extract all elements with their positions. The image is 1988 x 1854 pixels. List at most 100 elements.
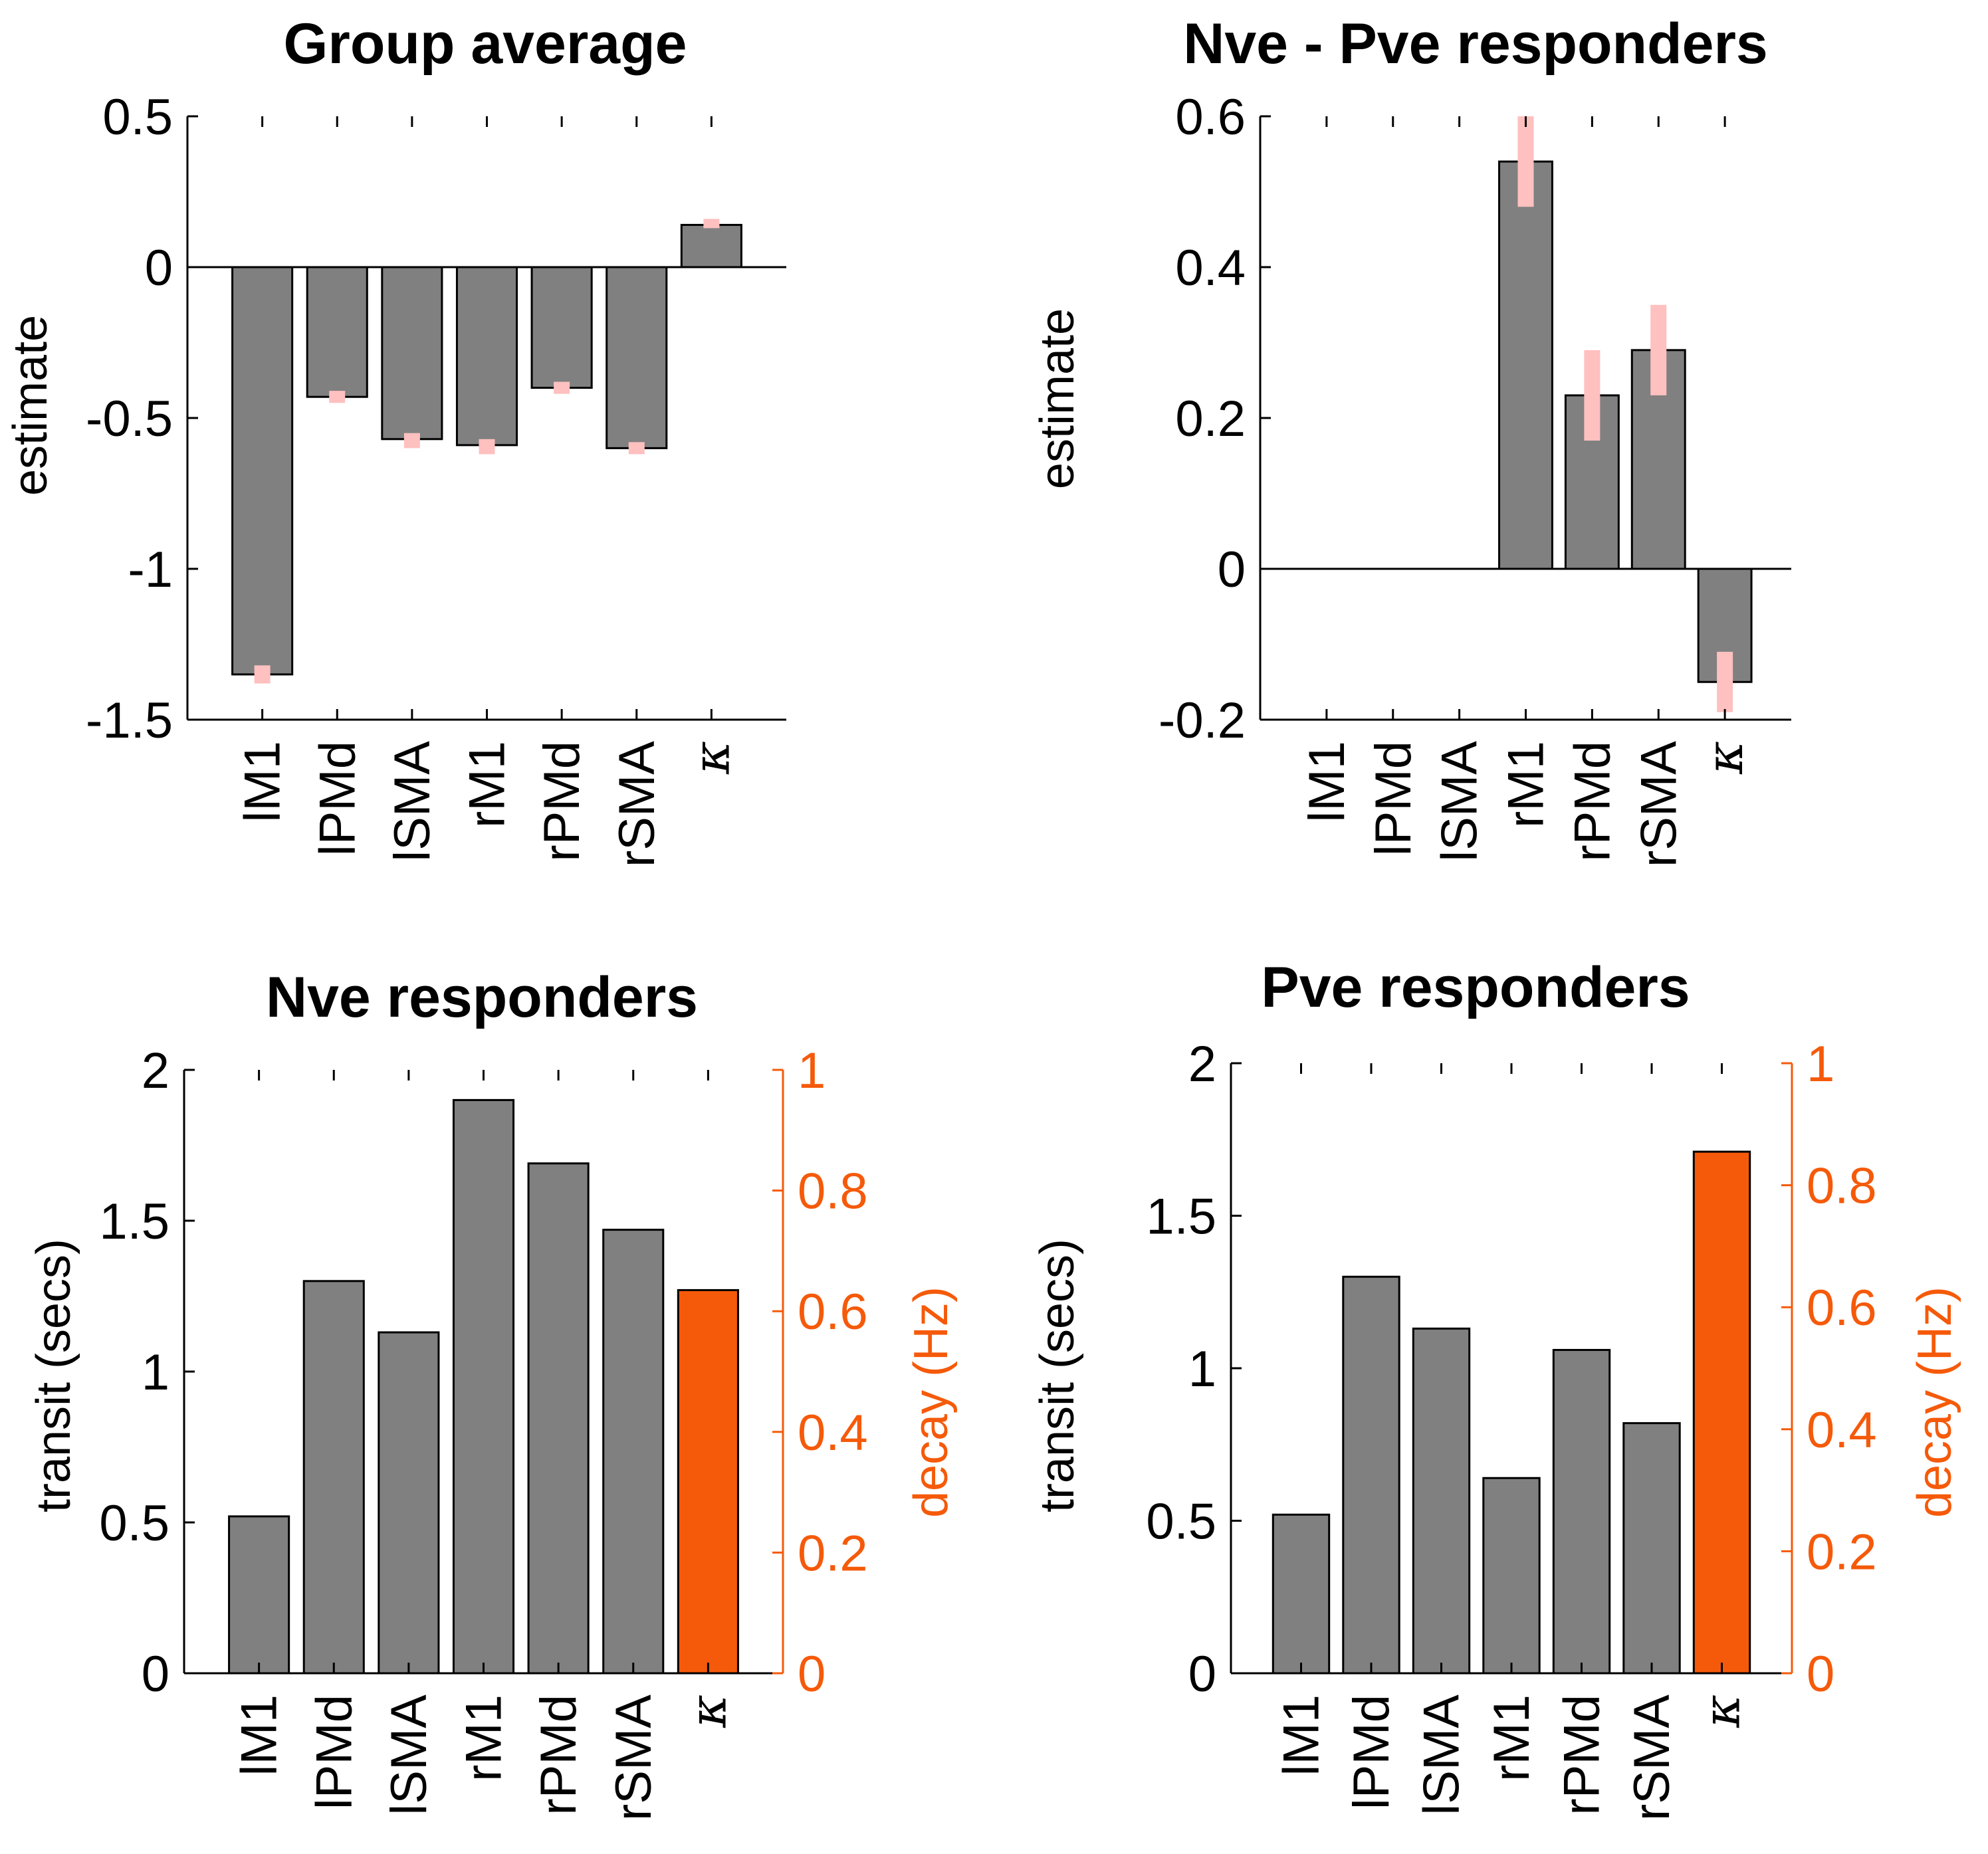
- bar-3: [455, 266, 518, 447]
- x-tick-label-5: rSMA: [609, 741, 665, 867]
- y-tick-label-right: 0.4: [798, 1405, 868, 1461]
- y-tick-label: 0.2: [1175, 391, 1246, 447]
- y-tick-label: -0.5: [86, 391, 173, 447]
- y-tick-label-right: 0.8: [798, 1164, 868, 1220]
- x-tick-label-2: lSMA: [1432, 741, 1488, 862]
- y-tick-label: 0.5: [102, 89, 173, 146]
- y-tick-label: -1: [128, 542, 173, 598]
- x-tick-label-4: rPMd: [534, 741, 590, 862]
- bar-1: [1342, 1275, 1400, 1675]
- x-tick-label-1: lPMd: [306, 1695, 362, 1809]
- y-tick-label-right: 0: [798, 1646, 826, 1702]
- x-tick-label-4: rPMd: [1554, 1695, 1610, 1815]
- bar-2: [1412, 1327, 1471, 1675]
- y-tick-label: 1: [142, 1344, 169, 1401]
- bar-4: [1552, 1348, 1611, 1675]
- x-tick-label-1: lPMd: [309, 741, 366, 856]
- chart-title: Nve - Pve responders: [1183, 12, 1767, 76]
- bar-0: [231, 266, 294, 676]
- bar-6: [677, 1288, 739, 1675]
- error-bar-3: [1517, 116, 1534, 207]
- bar-4: [527, 1162, 590, 1675]
- x-tick-label-3: rM1: [459, 741, 516, 828]
- y-tick-label: 2: [142, 1043, 169, 1099]
- x-tick-label-2: lSMA: [384, 741, 441, 862]
- bar-1: [306, 266, 368, 398]
- panel-group-average: Group average 0.5 0 -0.5 -1 -1.5 lM1 lPMd lSMA rM…: [4, 12, 786, 867]
- error-bar-6: [703, 219, 720, 229]
- x-tick-label-2: lSMA: [381, 1695, 437, 1815]
- y-axis-label: estimate: [1031, 308, 1084, 489]
- bar-3: [1482, 1477, 1541, 1675]
- bar-3: [452, 1098, 515, 1675]
- error-bar-3: [479, 439, 495, 455]
- bar-0: [228, 1515, 290, 1675]
- x-tick-label-5: rSMA: [606, 1695, 662, 1821]
- y-tick-label-right: 0.4: [1807, 1402, 1877, 1459]
- bar-4: [530, 266, 593, 389]
- x-tick-label-5: rSMA: [1624, 1695, 1680, 1821]
- chart-title: Pve responders: [1261, 956, 1690, 1019]
- x-tick-label-4: rPMd: [1564, 741, 1620, 862]
- y-axis-label: transit (secs): [1031, 1239, 1084, 1512]
- y-tick-label: -1.5: [86, 692, 173, 749]
- x-tick-label-0: lM1: [231, 1695, 288, 1776]
- x-tick-label-0: lM1: [1299, 741, 1355, 822]
- panel-nve-responders: Nve responders 2 1.5 1 0.5 0 1 0.8 0.6 0.4 0.2 0 lM1…: [27, 966, 958, 1821]
- y-tick-label: 0: [1218, 542, 1246, 598]
- error-bar-1: [329, 391, 346, 403]
- y-tick-label: 0.6: [1175, 89, 1246, 146]
- y-tick-label-right: 1: [798, 1043, 826, 1099]
- y-tick-label-right: 0.6: [1807, 1280, 1877, 1336]
- error-bar-5: [1650, 304, 1667, 395]
- y-axis-label: estimate: [4, 315, 57, 496]
- error-bar-4: [1584, 350, 1601, 441]
- y-axis-label-right: decay (Hz): [905, 1287, 958, 1518]
- bar-2: [378, 1331, 440, 1675]
- panel-nve-pve: Nve - Pve responders 0.6 0.4 0.2 0 -0.2 lM1 lPM…: [1031, 12, 1791, 867]
- bar-2: [381, 266, 443, 441]
- x-tick-label-1: lPMd: [1343, 1695, 1400, 1809]
- y-axis-label: transit (secs): [27, 1239, 80, 1512]
- y-tick-label: -0.2: [1159, 692, 1246, 749]
- y-tick-label: 0.5: [99, 1495, 169, 1552]
- bar-6: [1692, 1150, 1751, 1675]
- x-tick-label-6: κ: [681, 741, 740, 775]
- y-axis-label-right: decay (Hz): [1908, 1287, 1961, 1518]
- y-tick-label-right: 1: [1807, 1036, 1834, 1092]
- y-tick-label: 0.4: [1175, 240, 1246, 296]
- y-tick-label: 1.5: [1146, 1189, 1216, 1245]
- y-tick-label: 1: [1188, 1341, 1216, 1397]
- y-tick-label-right: 0.8: [1807, 1158, 1877, 1215]
- x-tick-label-3: rM1: [1484, 1695, 1540, 1782]
- error-bar-4: [554, 381, 570, 394]
- y-tick-label: 2: [1188, 1036, 1216, 1092]
- bar-3: [1498, 160, 1553, 570]
- error-bar-5: [628, 442, 645, 455]
- x-tick-label-6: κ: [1695, 741, 1754, 775]
- bar-5: [602, 1229, 665, 1675]
- x-tick-label-0: lM1: [235, 741, 291, 822]
- x-tick-label-2: lSMA: [1414, 1695, 1470, 1815]
- y-tick-label-right: 0: [1807, 1646, 1834, 1702]
- y-tick-label: 1.5: [99, 1193, 169, 1250]
- x-tick-label-6: κ: [678, 1695, 737, 1728]
- bar-6: [680, 223, 742, 268]
- error-bar-6: [1717, 651, 1733, 712]
- y-tick-label-right: 0.2: [1807, 1524, 1877, 1580]
- bar-5: [1622, 1422, 1681, 1675]
- y-tick-label-right: 0.6: [798, 1284, 868, 1340]
- x-tick-label-3: rM1: [1498, 741, 1555, 828]
- y-tick-label: 0: [145, 240, 173, 296]
- x-tick-label-0: lM1: [1273, 1695, 1330, 1776]
- error-bar-2: [403, 433, 420, 449]
- y-tick-label: 0: [1188, 1646, 1216, 1702]
- y-tick-label: 0: [142, 1646, 169, 1702]
- x-tick-label-5: rSMA: [1630, 741, 1687, 867]
- x-tick-label-6: κ: [1692, 1695, 1751, 1728]
- bar-1: [302, 1280, 365, 1675]
- x-tick-label-4: rPMd: [530, 1695, 587, 1815]
- bar-0: [1271, 1513, 1331, 1675]
- x-tick-label-3: rM1: [456, 1695, 512, 1782]
